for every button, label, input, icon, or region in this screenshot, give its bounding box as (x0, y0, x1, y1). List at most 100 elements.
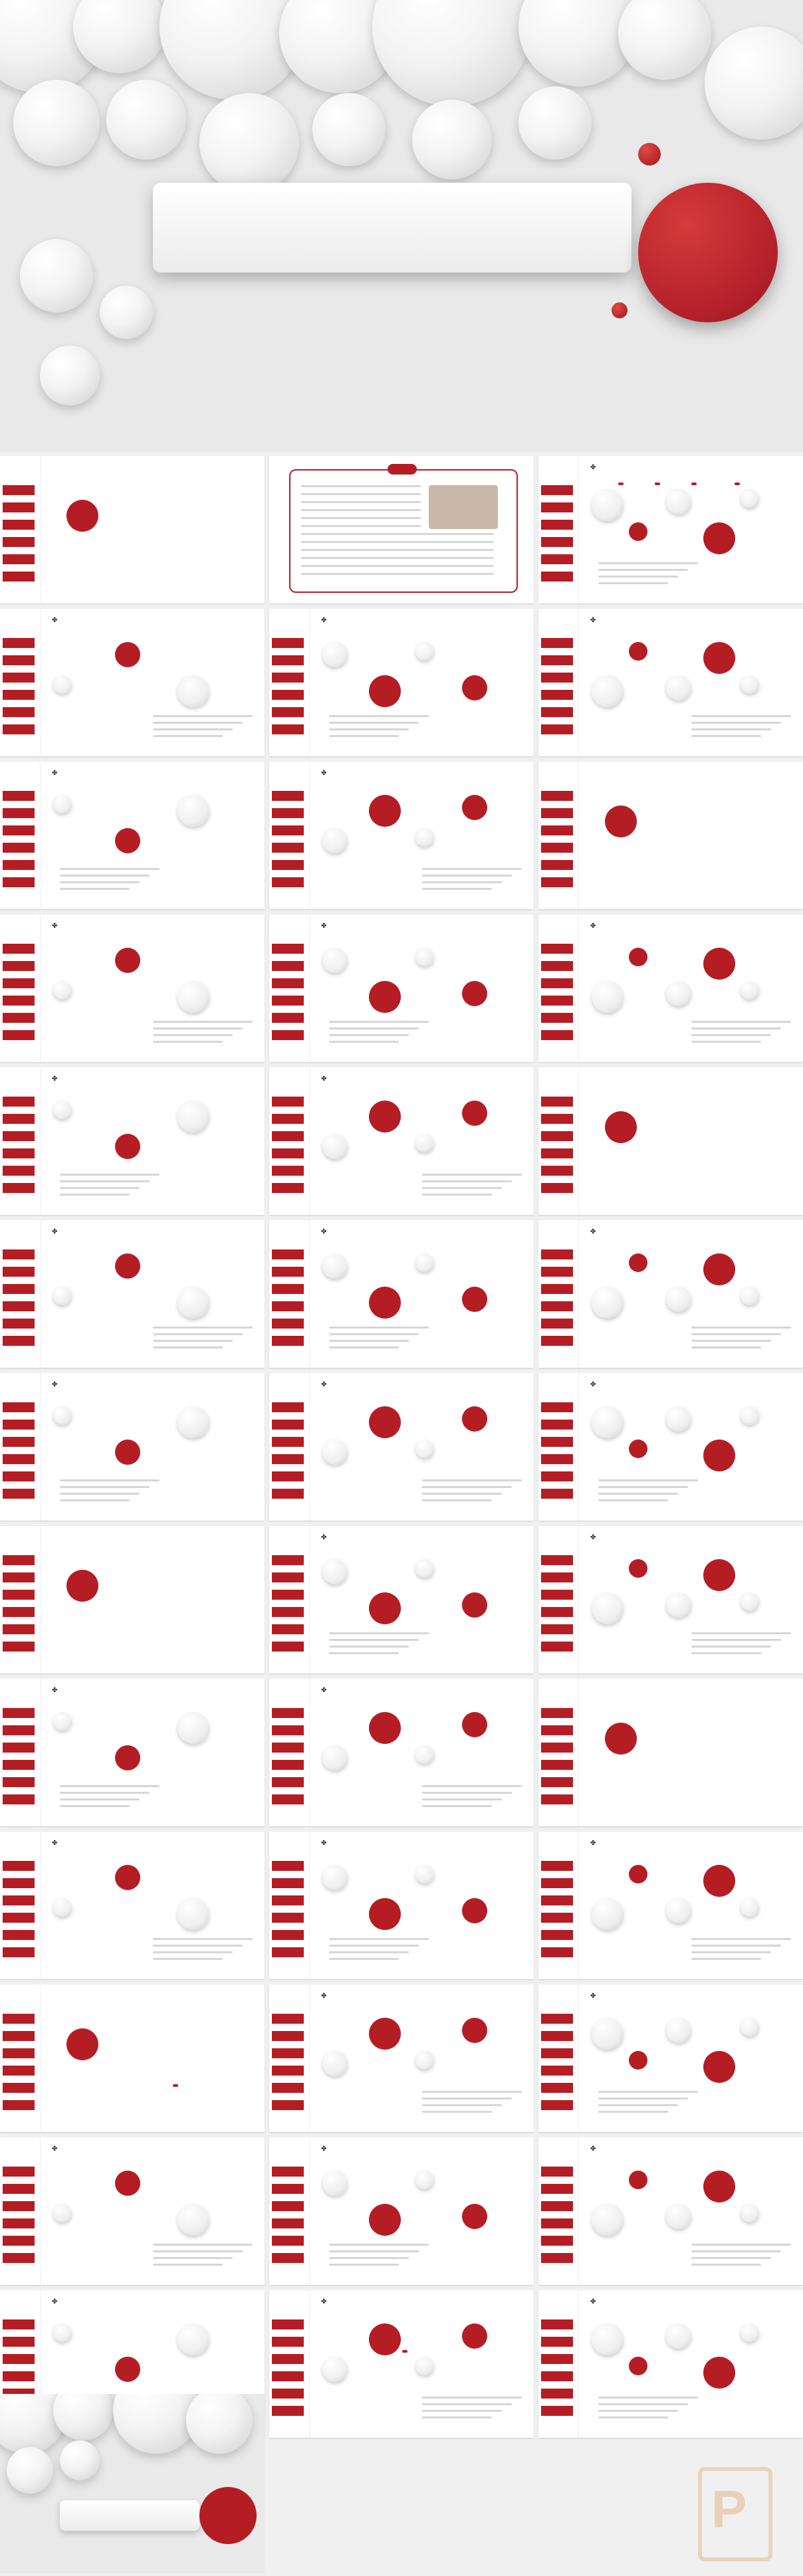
slide-thumbnail[interactable] (0, 609, 265, 756)
text-placeholder-line (153, 1327, 253, 1329)
slide-thumbnail[interactable] (269, 1985, 534, 2132)
slide-menu-item (541, 1471, 573, 1481)
slide-menu-item (3, 2066, 35, 2076)
text-placeholder-line (153, 722, 243, 724)
slide-thumbnail[interactable] (0, 1679, 265, 1826)
slide-thumbnail[interactable] (269, 914, 534, 1062)
slide-thumbnail[interactable] (538, 456, 803, 603)
slide-thumbnail[interactable] (269, 456, 534, 603)
slide-sidebar (538, 2290, 579, 2438)
slide-menu-item (541, 1489, 573, 1499)
decor-bubble (20, 239, 93, 312)
slide-thumbnail[interactable] (538, 2290, 803, 2438)
slide-thumbnail[interactable] (0, 1985, 265, 2132)
slide-thumbnail[interactable] (269, 1373, 534, 1521)
slide-menu-item (3, 1895, 35, 1905)
decor-circle (369, 795, 401, 827)
slide-thumbnail[interactable] (538, 1679, 803, 1826)
text-placeholder-line (598, 1493, 678, 1495)
slide-sidebar (269, 2290, 310, 2438)
decor-circle (629, 1865, 647, 1883)
text-placeholder-line (422, 1785, 522, 1787)
slide-logo (0, 762, 40, 770)
slide-logo (269, 609, 309, 617)
decor-circle (666, 2323, 691, 2349)
decor-circle (322, 2171, 348, 2196)
slide-sidebar (269, 2137, 310, 2285)
decor-circle (703, 948, 735, 980)
slide-menu-item (541, 520, 573, 530)
slide-menu-item (541, 2083, 573, 2093)
decor-circle (115, 1253, 141, 1279)
decor-bubble (618, 0, 711, 80)
slide-heading (321, 1992, 326, 2000)
slide-thumbnail[interactable] (269, 1067, 534, 1215)
text-placeholder-line (329, 1021, 429, 1023)
slide-thumbnail[interactable] (0, 2137, 265, 2285)
text-placeholder-line (422, 2104, 502, 2106)
slide-menu-item (272, 808, 304, 818)
watermark-logo: P (711, 2480, 747, 2539)
slide-heading (590, 1381, 596, 1388)
slide-menu-item (3, 1267, 35, 1277)
slide-thumbnail[interactable] (0, 762, 265, 909)
decor-circle (462, 1898, 487, 1923)
slide-heading (321, 1381, 326, 1388)
slide-thumbnail[interactable] (538, 762, 803, 909)
slide-thumbnail[interactable] (0, 1832, 265, 1979)
slide-thumbnail[interactable] (538, 1526, 803, 1673)
title-box (153, 183, 631, 272)
slide-thumbnail[interactable] (269, 609, 534, 756)
slide-menu-item (541, 2218, 573, 2228)
slide-thumbnail[interactable] (269, 1832, 534, 1979)
slide-menu-item (3, 537, 35, 547)
text-placeholder-line (422, 1180, 512, 1182)
slide-thumbnail[interactable] (269, 2290, 534, 2438)
slide-thumbnail[interactable] (0, 1220, 265, 1368)
slide-logo (538, 2137, 578, 2145)
slide-menu-item (272, 1794, 304, 1804)
decor-circle (741, 2204, 759, 2222)
section-badge (66, 1570, 98, 1602)
slide-heading (52, 1687, 57, 1694)
decor-circle (369, 2204, 401, 2236)
slide-menu-item (3, 1183, 35, 1193)
slide-thumbnail[interactable] (538, 1067, 803, 1215)
slide-sidebar (0, 1220, 41, 1368)
slide-thumbnail[interactable] (538, 914, 803, 1062)
slide-menu-item (272, 2406, 304, 2416)
slide-thumbnail[interactable] (0, 1373, 265, 1521)
decor-bubble (100, 286, 153, 339)
slide-thumbnail[interactable] (538, 1832, 803, 1979)
slide-menu-item (3, 1489, 35, 1499)
slide-heading (52, 1228, 57, 1235)
decor-circle (592, 675, 624, 707)
slide-thumbnail[interactable] (538, 1985, 803, 2132)
text-placeholder-line (329, 2257, 409, 2259)
slide-thumbnail[interactable] (269, 1679, 534, 1826)
slide-heading (590, 464, 596, 471)
slide-thumbnail[interactable] (0, 1067, 265, 1215)
decor-circle (666, 2018, 691, 2043)
decor-circle (115, 1440, 141, 1465)
slide-thumbnail[interactable] (538, 1220, 803, 1368)
slide-menu-item (541, 1777, 573, 1787)
slide-thumbnail[interactable] (0, 1526, 265, 1673)
slide-thumbnail[interactable] (0, 914, 265, 1062)
slide-thumbnail[interactable] (269, 762, 534, 909)
slide-thumbnail[interactable] (538, 609, 803, 756)
slide-sidebar (538, 1526, 579, 1673)
slide-thumbnail[interactable] (269, 1526, 534, 1673)
slide-menu-item (3, 1284, 35, 1294)
decor-circle (703, 1440, 735, 1471)
slide-thumbnail[interactable] (0, 456, 265, 603)
slide-thumbnail[interactable] (269, 2137, 534, 2285)
slide-thumbnail[interactable] (538, 2137, 803, 2285)
decor-circle (115, 828, 141, 853)
slide-menu-item (272, 1301, 304, 1311)
slide-thumbnail[interactable] (538, 1373, 803, 1521)
decor-circle (322, 642, 348, 667)
decor-circle (53, 1101, 72, 1119)
text-placeholder-line (422, 2416, 492, 2418)
slide-thumbnail[interactable] (269, 1220, 534, 1368)
